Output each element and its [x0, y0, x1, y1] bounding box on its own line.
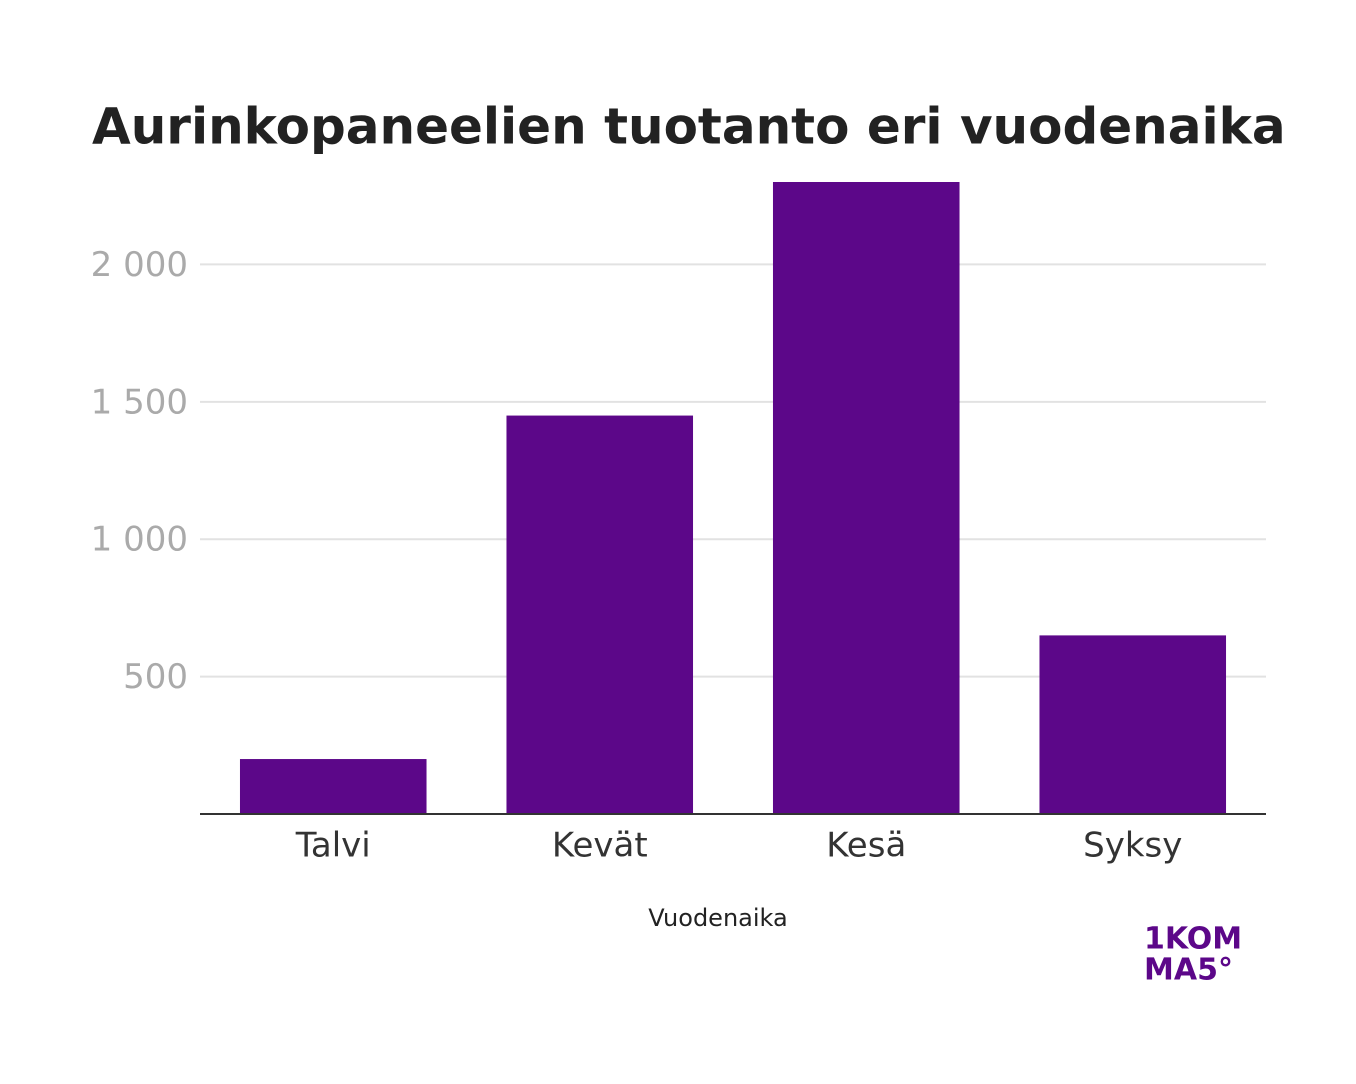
y-tick-label: 1 500	[91, 382, 188, 422]
bar	[772, 182, 960, 814]
logo-line: MA5°	[1144, 953, 1233, 988]
y-tick-label: 1 000	[91, 520, 188, 560]
x-axis-label: Vuodenaika	[648, 904, 787, 932]
y-tick-label: 2 000	[91, 245, 188, 285]
y-tick-label: 500	[123, 657, 188, 697]
bar	[239, 759, 427, 814]
x-tick-label: Syksy	[1083, 826, 1182, 866]
bar	[506, 415, 694, 814]
x-tick-label: Talvi	[295, 826, 371, 866]
logo-line: 1KOM	[1144, 922, 1242, 957]
x-tick-label: Kevät	[552, 826, 648, 866]
chart-title: Aurinkopaneelien tuotanto eri vuodenaika	[92, 98, 1286, 156]
bar	[1039, 635, 1227, 814]
x-tick-label: Kesä	[826, 826, 906, 866]
